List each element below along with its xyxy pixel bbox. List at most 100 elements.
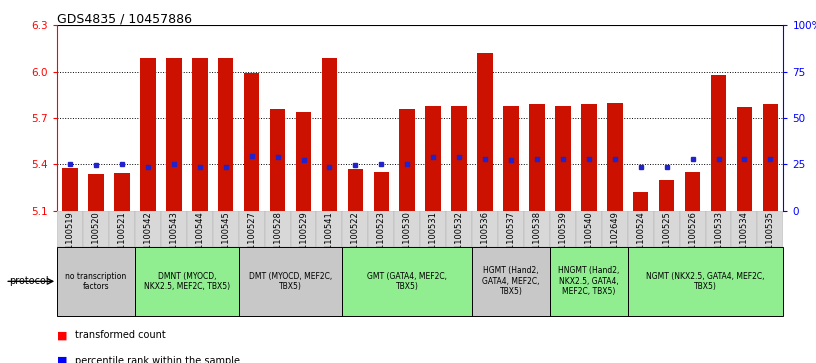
Bar	[555, 106, 570, 211]
Text: GSM1100526: GSM1100526	[688, 211, 697, 267]
Bar	[425, 106, 441, 211]
Text: DMT (MYOCD, MEF2C,
TBX5): DMT (MYOCD, MEF2C, TBX5)	[249, 272, 332, 291]
Bar	[166, 58, 182, 211]
Bar	[680, 211, 706, 247]
Text: GSM1100527: GSM1100527	[247, 211, 256, 267]
Text: GSM1100538: GSM1100538	[533, 211, 542, 267]
Text: GSM1100523: GSM1100523	[377, 211, 386, 267]
Bar	[192, 58, 207, 211]
Text: GSM1100531: GSM1100531	[428, 211, 437, 267]
Bar	[374, 172, 389, 211]
Bar	[114, 173, 130, 211]
Bar	[140, 58, 156, 211]
Bar	[348, 169, 363, 211]
Bar	[317, 211, 343, 247]
Text: GSM1100533: GSM1100533	[714, 211, 723, 267]
Bar	[290, 211, 317, 247]
Bar	[394, 211, 420, 247]
Text: GSM1100532: GSM1100532	[455, 211, 463, 267]
Bar	[628, 211, 654, 247]
Text: GSM1100544: GSM1100544	[195, 211, 204, 267]
Bar	[57, 211, 83, 247]
Bar	[711, 75, 726, 211]
Bar	[83, 211, 109, 247]
Bar	[213, 211, 238, 247]
Text: GSM1100539: GSM1100539	[558, 211, 567, 267]
Bar	[659, 180, 674, 211]
Bar	[400, 109, 415, 211]
Bar	[601, 211, 628, 247]
Bar	[187, 211, 213, 247]
Bar	[477, 53, 493, 211]
Text: GSM1100540: GSM1100540	[584, 211, 593, 267]
Bar	[654, 211, 680, 247]
Text: GMT (GATA4, MEF2C,
TBX5): GMT (GATA4, MEF2C, TBX5)	[367, 272, 447, 291]
Text: transformed count: transformed count	[75, 330, 166, 340]
Bar	[706, 211, 731, 247]
Bar	[576, 211, 601, 247]
Bar	[503, 106, 519, 211]
Bar	[524, 211, 550, 247]
Bar	[88, 174, 104, 211]
Bar	[763, 104, 778, 211]
Bar	[451, 106, 467, 211]
Text: GSM1100543: GSM1100543	[170, 211, 179, 267]
Bar	[244, 73, 259, 211]
Bar	[109, 211, 135, 247]
Bar	[550, 247, 628, 316]
Text: GSM1100528: GSM1100528	[273, 211, 282, 267]
Text: GSM1100534: GSM1100534	[740, 211, 749, 267]
Bar	[218, 58, 233, 211]
Text: GSM1100521: GSM1100521	[118, 211, 126, 267]
Text: percentile rank within the sample: percentile rank within the sample	[75, 356, 240, 363]
Text: GSM1100545: GSM1100545	[221, 211, 230, 267]
Text: HNGMT (Hand2,
NKX2.5, GATA4,
MEF2C, TBX5): HNGMT (Hand2, NKX2.5, GATA4, MEF2C, TBX5…	[558, 266, 619, 296]
Bar	[57, 247, 135, 316]
Bar	[607, 102, 623, 211]
Bar	[628, 247, 783, 316]
Bar	[633, 192, 649, 211]
Text: GSM1100520: GSM1100520	[91, 211, 100, 267]
Bar	[322, 58, 337, 211]
Text: GSM1100537: GSM1100537	[507, 211, 516, 267]
Bar	[498, 211, 524, 247]
Bar	[135, 247, 238, 316]
Text: DMNT (MYOCD,
NKX2.5, MEF2C, TBX5): DMNT (MYOCD, NKX2.5, MEF2C, TBX5)	[144, 272, 230, 291]
Text: ■: ■	[57, 330, 68, 340]
Text: GSM1100519: GSM1100519	[65, 211, 74, 267]
Bar	[368, 211, 394, 247]
Bar	[135, 211, 161, 247]
Bar	[581, 104, 596, 211]
Bar	[62, 168, 78, 211]
Text: GSM1100536: GSM1100536	[481, 211, 490, 267]
Bar	[264, 211, 290, 247]
Bar	[685, 172, 700, 211]
Text: HGMT (Hand2,
GATA4, MEF2C,
TBX5): HGMT (Hand2, GATA4, MEF2C, TBX5)	[482, 266, 539, 296]
Text: GSM1100525: GSM1100525	[662, 211, 671, 267]
Bar	[446, 211, 472, 247]
Bar	[472, 247, 550, 316]
Bar	[757, 211, 783, 247]
Text: GSM1100542: GSM1100542	[144, 211, 153, 267]
Text: GSM1100524: GSM1100524	[636, 211, 645, 267]
Bar	[731, 211, 757, 247]
Bar	[295, 112, 311, 211]
Bar	[472, 211, 498, 247]
Text: GSM1100530: GSM1100530	[403, 211, 412, 267]
Bar	[737, 107, 752, 211]
Bar	[529, 104, 545, 211]
Bar	[343, 211, 368, 247]
Text: protocol: protocol	[9, 276, 49, 286]
Text: ■: ■	[57, 356, 68, 363]
Bar	[238, 247, 343, 316]
Bar	[238, 211, 264, 247]
Text: GSM1100522: GSM1100522	[351, 211, 360, 267]
Text: no transcription
factors: no transcription factors	[65, 272, 126, 291]
Text: GSM1102649: GSM1102649	[610, 211, 619, 267]
Text: NGMT (NKX2.5, GATA4, MEF2C,
TBX5): NGMT (NKX2.5, GATA4, MEF2C, TBX5)	[646, 272, 765, 291]
Text: GSM1100529: GSM1100529	[299, 211, 308, 267]
Bar	[420, 211, 446, 247]
Bar	[161, 211, 187, 247]
Text: GDS4835 / 10457886: GDS4835 / 10457886	[57, 12, 192, 25]
Text: GSM1100535: GSM1100535	[766, 211, 775, 267]
